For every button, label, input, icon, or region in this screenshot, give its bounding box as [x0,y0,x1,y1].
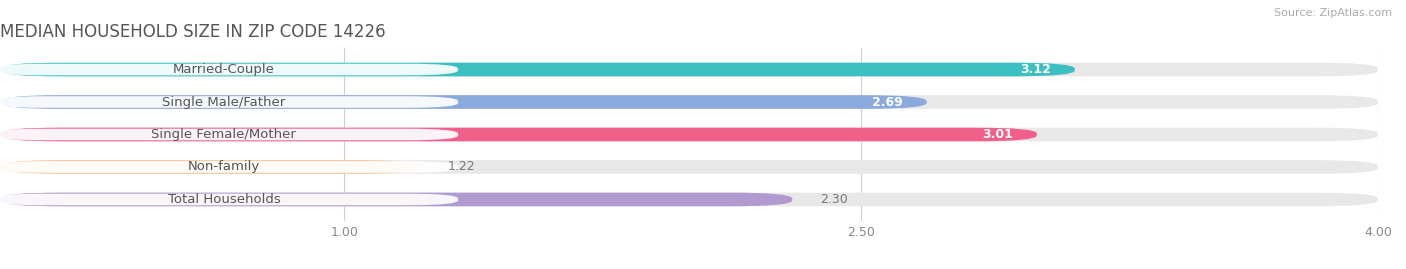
FancyBboxPatch shape [0,194,458,205]
FancyBboxPatch shape [0,63,1378,76]
FancyBboxPatch shape [0,128,1036,141]
FancyBboxPatch shape [0,193,792,206]
FancyBboxPatch shape [0,161,458,173]
FancyBboxPatch shape [0,96,458,108]
FancyBboxPatch shape [0,160,420,174]
Text: 2.30: 2.30 [820,193,848,206]
FancyBboxPatch shape [0,64,458,75]
Text: 3.12: 3.12 [1019,63,1050,76]
FancyBboxPatch shape [0,160,1378,174]
FancyBboxPatch shape [0,63,1074,76]
Text: Married-Couple: Married-Couple [173,63,274,76]
Text: 1.22: 1.22 [447,161,475,174]
FancyBboxPatch shape [0,128,1378,141]
Text: Non-family: Non-family [188,161,260,174]
FancyBboxPatch shape [0,95,927,109]
Text: 3.01: 3.01 [981,128,1012,141]
Text: Single Female/Mother: Single Female/Mother [152,128,297,141]
Text: Single Male/Father: Single Male/Father [162,95,285,108]
FancyBboxPatch shape [0,129,458,140]
Text: Source: ZipAtlas.com: Source: ZipAtlas.com [1274,8,1392,18]
Text: 2.69: 2.69 [872,95,903,108]
Text: Total Households: Total Households [167,193,280,206]
Text: MEDIAN HOUSEHOLD SIZE IN ZIP CODE 14226: MEDIAN HOUSEHOLD SIZE IN ZIP CODE 14226 [0,23,385,41]
FancyBboxPatch shape [0,193,1378,206]
FancyBboxPatch shape [0,95,1378,109]
